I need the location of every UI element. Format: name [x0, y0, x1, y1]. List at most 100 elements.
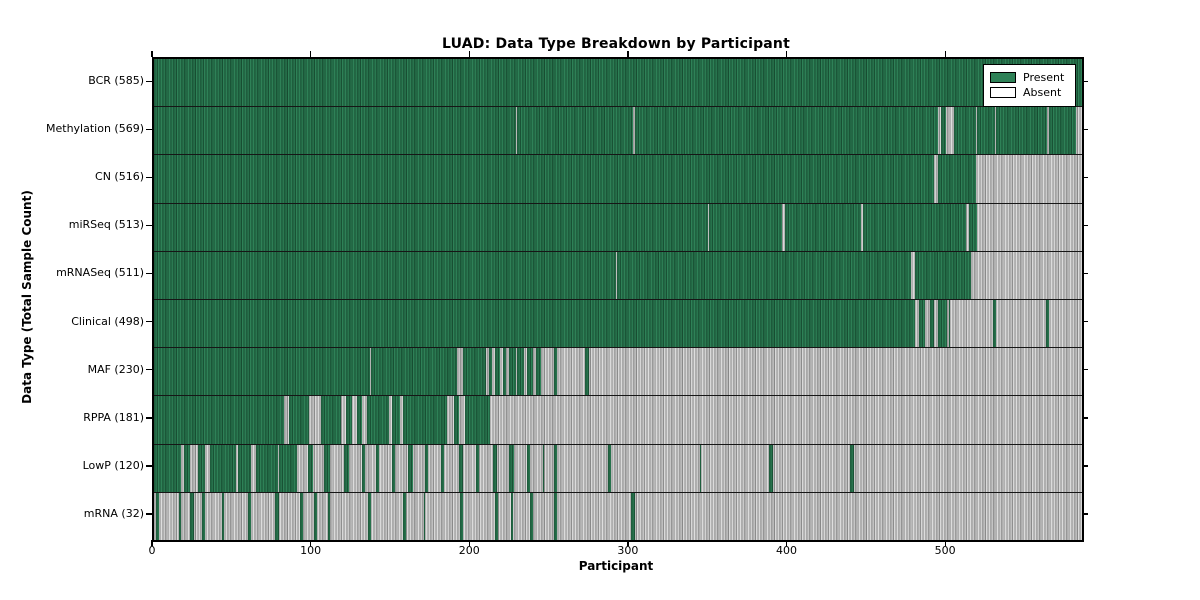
- x-tick-mark: [309, 51, 312, 57]
- present-segment: [937, 155, 976, 203]
- row-band-mRNA: [154, 491, 1082, 541]
- present-segment: [493, 444, 497, 492]
- present-segment: [977, 107, 995, 155]
- legend-entry-absent: Absent: [990, 86, 1069, 99]
- x-axis-label: Participant: [578, 559, 654, 573]
- present-segment: [458, 444, 464, 492]
- present-segment: [785, 203, 862, 251]
- present-segment: [476, 444, 480, 492]
- present-segment: [948, 300, 951, 348]
- present-segment: [154, 396, 285, 444]
- x-tick-label: 300: [617, 544, 639, 557]
- legend: Present Absent: [983, 64, 1076, 107]
- x-tick-mark: [785, 540, 788, 546]
- present-segment: [154, 251, 616, 300]
- x-tick-label: 100: [300, 544, 322, 557]
- x-tick-label: 400: [776, 544, 798, 557]
- legend-entry-present: Present: [990, 71, 1069, 84]
- y-tick-mark: [1082, 369, 1088, 371]
- y-tick-mark: [146, 369, 152, 371]
- y-tick-label-BCR: BCR (585): [88, 74, 144, 88]
- plot-area: [152, 57, 1084, 542]
- present-segment: [495, 348, 500, 396]
- y-tick-label-CN: CN (516): [95, 170, 144, 184]
- y-tick-mark: [146, 465, 152, 467]
- present-segment: [918, 300, 925, 348]
- x-tick-mark: [309, 540, 312, 546]
- present-segment: [314, 492, 318, 541]
- present-segment: [993, 300, 997, 348]
- present-segment: [460, 492, 464, 541]
- row-band-mRNASeq: [154, 250, 1082, 300]
- present-segment: [453, 396, 459, 444]
- x-tick-label: 0: [148, 544, 156, 557]
- y-tick-mark: [146, 224, 152, 227]
- present-segment: [403, 396, 448, 444]
- x-tick-mark: [468, 51, 470, 57]
- present-segment: [184, 444, 191, 492]
- present-segment: [1045, 300, 1049, 348]
- present-segment: [201, 492, 205, 541]
- present-segment: [320, 396, 342, 444]
- y-tick-mark: [1082, 272, 1088, 275]
- x-tick-mark: [151, 51, 153, 57]
- present-segment: [526, 348, 534, 396]
- y-tick-mark: [1082, 417, 1088, 419]
- present-segment: [915, 251, 971, 300]
- present-segment: [953, 107, 976, 155]
- y-tick-mark: [146, 80, 152, 82]
- present-segment: [553, 348, 557, 396]
- present-segment: [307, 444, 313, 492]
- present-segment: [502, 348, 507, 396]
- present-segment: [509, 348, 516, 396]
- row-band-BCR: [154, 59, 1082, 107]
- x-tick-mark: [627, 51, 629, 57]
- present-segment: [542, 444, 545, 492]
- y-tick-mark: [1082, 465, 1088, 467]
- present-segment: [407, 444, 413, 492]
- present-segment: [526, 444, 530, 492]
- present-segment: [154, 155, 935, 203]
- y-tick-mark: [1082, 513, 1088, 515]
- y-tick-label-Clinical: Clinical (498): [71, 314, 144, 328]
- present-segment: [631, 492, 635, 541]
- y-tick-mark: [1082, 321, 1088, 323]
- row-band-LowP: [154, 443, 1082, 492]
- row-band-Clinical: [154, 299, 1082, 348]
- y-tick-mark: [146, 176, 152, 179]
- row-band-Methylation: [154, 106, 1082, 155]
- y-tick-mark: [1082, 128, 1088, 130]
- present-segment: [179, 492, 181, 541]
- y-tick-label-Methylation: Methylation (569): [46, 122, 144, 136]
- y-tick-label-MAF: MAF (230): [87, 362, 144, 376]
- y-tick-mark: [1082, 176, 1088, 179]
- present-segment: [190, 492, 194, 541]
- absent-swatch-icon: [990, 87, 1016, 98]
- present-segment: [769, 444, 773, 492]
- present-segment: [996, 107, 1048, 155]
- present-segment: [155, 492, 159, 541]
- present-segment: [517, 348, 524, 396]
- y-tick-mark: [146, 321, 152, 323]
- legend-label-absent: Absent: [1023, 86, 1062, 99]
- present-segment: [328, 492, 331, 541]
- y-tick-mark: [146, 272, 152, 275]
- present-segment: [344, 444, 350, 492]
- row-band-MAF: [154, 347, 1082, 396]
- present-segment: [617, 251, 911, 300]
- x-tick-mark: [468, 540, 470, 546]
- present-segment: [154, 300, 916, 348]
- present-segment: [850, 444, 854, 492]
- y-tick-label-mRNASeq: mRNASeq (511): [56, 266, 144, 280]
- present-segment: [247, 492, 251, 541]
- present-segment: [323, 444, 331, 492]
- x-tick-label: 200: [458, 544, 480, 557]
- present-segment: [403, 492, 407, 541]
- present-segment: [209, 444, 237, 492]
- present-segment: [699, 444, 702, 492]
- present-segment: [585, 348, 589, 396]
- present-swatch-icon: [990, 72, 1016, 83]
- present-segment: [607, 444, 611, 492]
- present-segment: [154, 107, 516, 155]
- present-segment: [517, 107, 634, 155]
